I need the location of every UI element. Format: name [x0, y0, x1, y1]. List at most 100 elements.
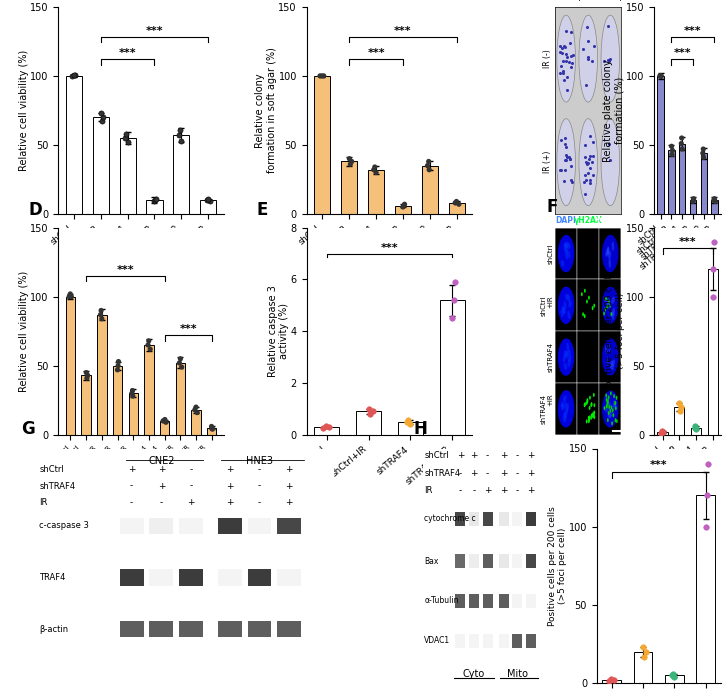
Bar	[146, 200, 162, 214]
Text: +: +	[226, 465, 234, 474]
Bar	[577, 279, 599, 331]
FancyBboxPatch shape	[179, 518, 203, 534]
Circle shape	[608, 411, 609, 415]
FancyBboxPatch shape	[513, 594, 523, 608]
Point	[314, 70, 326, 81]
Text: shCtrl: shCtrl	[547, 244, 553, 264]
Ellipse shape	[606, 247, 609, 255]
Ellipse shape	[602, 286, 619, 324]
Text: ***: ***	[394, 26, 412, 36]
FancyBboxPatch shape	[149, 621, 173, 638]
Text: +: +	[158, 465, 165, 474]
Point	[344, 159, 356, 170]
Text: +: +	[484, 486, 491, 495]
Text: +: +	[128, 465, 135, 474]
FancyBboxPatch shape	[119, 569, 143, 586]
FancyBboxPatch shape	[483, 554, 493, 568]
Circle shape	[607, 418, 609, 422]
Ellipse shape	[610, 364, 614, 370]
Text: +: +	[187, 498, 195, 507]
Text: -: -	[189, 482, 193, 491]
Ellipse shape	[563, 415, 567, 422]
Text: β-actin: β-actin	[39, 624, 68, 633]
Circle shape	[608, 299, 610, 304]
FancyBboxPatch shape	[456, 554, 465, 568]
Text: shTRAF4: shTRAF4	[424, 469, 461, 477]
Y-axis label: Relative plate colony
formation (%): Relative plate colony formation (%)	[604, 59, 625, 161]
Point	[405, 418, 416, 429]
Ellipse shape	[612, 359, 615, 366]
Text: shTRAF4: shTRAF4	[39, 482, 76, 491]
Ellipse shape	[565, 244, 568, 254]
Text: +: +	[527, 486, 535, 495]
Point	[98, 112, 109, 123]
Point	[700, 521, 711, 532]
Ellipse shape	[566, 243, 571, 249]
Point	[68, 69, 79, 80]
Circle shape	[557, 15, 575, 102]
Point	[673, 397, 685, 408]
Ellipse shape	[612, 241, 614, 251]
Circle shape	[616, 419, 618, 423]
Text: ***: ***	[678, 237, 697, 247]
Point	[399, 199, 411, 210]
FancyBboxPatch shape	[513, 512, 523, 526]
Bar	[555, 331, 577, 383]
Text: +: +	[285, 498, 293, 507]
Point	[608, 674, 620, 685]
Circle shape	[593, 403, 596, 407]
Text: +: +	[470, 469, 478, 477]
Y-axis label: Positive cells per 200 cells
(>5 foci per cell): Positive cells per 200 cells (>5 foci pe…	[547, 506, 567, 626]
Text: G: G	[22, 420, 35, 438]
Point	[655, 427, 667, 438]
Point	[121, 128, 132, 139]
Circle shape	[615, 406, 617, 411]
Ellipse shape	[609, 361, 613, 368]
FancyBboxPatch shape	[469, 594, 479, 608]
Circle shape	[593, 411, 595, 415]
Bar	[119, 138, 135, 214]
Point	[363, 403, 375, 414]
Bar	[696, 495, 715, 683]
Text: +: +	[500, 469, 507, 477]
Bar	[144, 345, 154, 435]
Point	[676, 138, 687, 149]
Point	[710, 196, 721, 207]
Text: ***: ***	[116, 265, 134, 275]
Circle shape	[605, 297, 606, 301]
Point	[697, 148, 708, 159]
Bar	[555, 279, 577, 331]
FancyBboxPatch shape	[499, 554, 509, 568]
Point	[687, 195, 699, 206]
FancyBboxPatch shape	[248, 518, 272, 534]
Point	[175, 124, 186, 135]
Circle shape	[606, 400, 608, 404]
Bar	[633, 652, 652, 683]
Text: +: +	[158, 482, 165, 491]
Text: IR: IR	[39, 498, 48, 507]
Point	[323, 422, 335, 433]
Bar	[397, 422, 423, 435]
Bar	[314, 427, 339, 435]
Point	[206, 421, 218, 432]
Point	[403, 414, 414, 425]
Circle shape	[584, 314, 585, 318]
Circle shape	[607, 399, 609, 403]
Ellipse shape	[565, 402, 568, 411]
Text: +: +	[226, 498, 234, 507]
Text: ***: ***	[684, 26, 702, 36]
Point	[65, 288, 76, 299]
Text: -: -	[459, 469, 462, 477]
Point	[95, 309, 106, 320]
Text: VDAC1: VDAC1	[424, 636, 451, 645]
Text: -: -	[258, 465, 261, 474]
Point	[667, 145, 678, 156]
Circle shape	[606, 397, 607, 402]
Bar	[577, 228, 599, 279]
Point	[638, 642, 649, 653]
Point	[119, 132, 131, 144]
Circle shape	[605, 297, 607, 301]
Bar	[668, 150, 675, 214]
Point	[606, 673, 617, 684]
Point	[640, 647, 652, 658]
